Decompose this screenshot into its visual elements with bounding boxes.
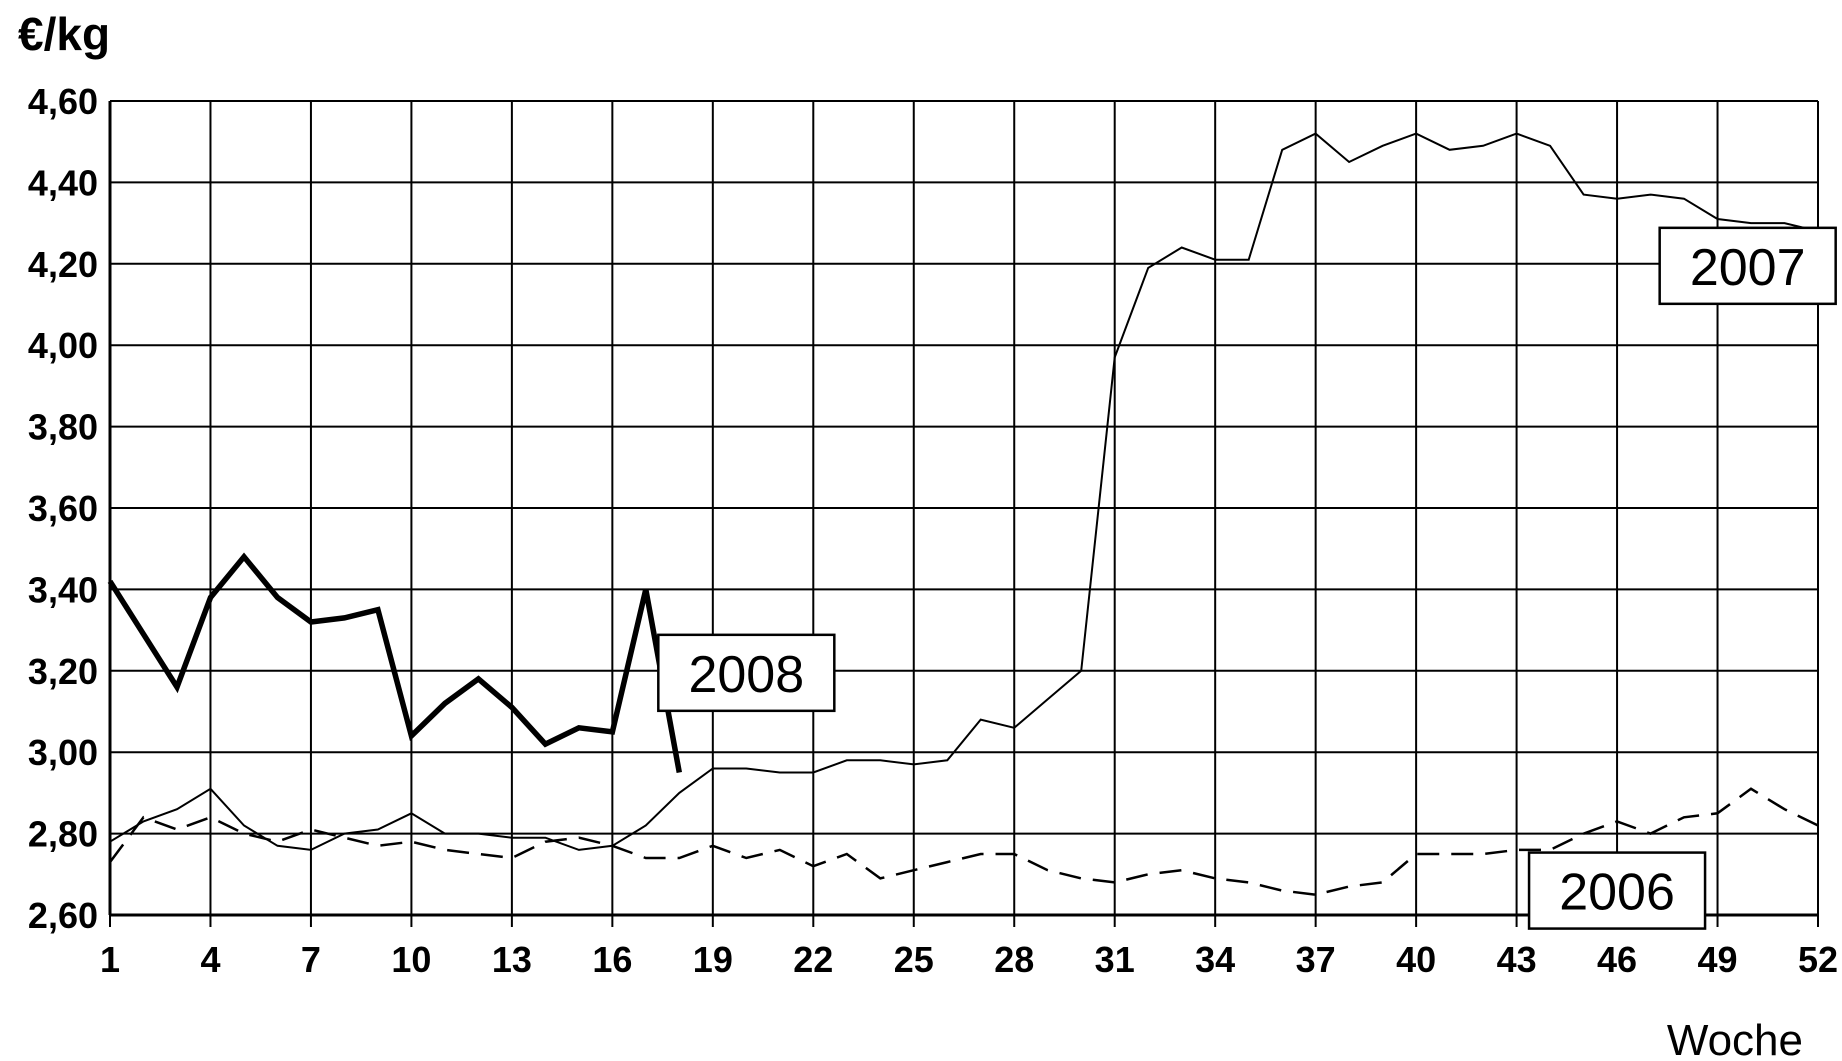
series-lines <box>107 132 1819 896</box>
y-tick-label: 4,40 <box>28 162 98 203</box>
series-label-box <box>1527 851 1707 930</box>
x-axis-label: Woche <box>1667 1016 1803 1061</box>
series-label-box <box>1658 226 1837 306</box>
y-tick-label: 2,60 <box>28 895 98 936</box>
x-tick-labels: 1 4 7 10 13 16 19 22 25 28 31 34 37 40 43 46 49 52 <box>100 939 1838 980</box>
grid <box>108 100 1819 927</box>
x-tick-label: 4 <box>200 939 220 980</box>
x-tick-label: 46 <box>1597 939 1637 980</box>
x-tick-label: 34 <box>1195 939 1235 980</box>
x-tick-label: 43 <box>1497 939 1537 980</box>
x-tick-label: 40 <box>1396 939 1436 980</box>
y-tick-label: 4,60 <box>28 81 98 122</box>
series-line-2008 <box>107 552 683 773</box>
y-tick-label: 3,80 <box>28 407 98 448</box>
x-tick-label: 28 <box>994 939 1034 980</box>
x-tick-label: 52 <box>1798 939 1838 980</box>
series-labels: 2008 2007 2006 <box>657 226 1837 930</box>
series-label-2006: 2006 <box>1527 851 1707 930</box>
x-tick-label: 22 <box>793 939 833 980</box>
series-label-2007: 2007 <box>1658 226 1837 306</box>
series-line-2006 <box>108 787 1819 896</box>
series-line-2007 <box>109 132 1819 851</box>
x-tick-label: 31 <box>1095 939 1135 980</box>
x-tick-label: 10 <box>391 939 431 980</box>
x-tick-label: 25 <box>894 939 934 980</box>
series-label-text: 2008 <box>688 646 804 704</box>
y-tick-label: 3,60 <box>28 488 98 529</box>
y-tick-label: 3,00 <box>28 732 98 773</box>
y-tick-labels: 2,60 2,80 3,00 3,20 3,40 3,60 3,80 4,00 4,20 4,40… <box>28 81 98 936</box>
x-tick-label: 1 <box>100 939 120 980</box>
x-tick-label: 16 <box>592 939 632 980</box>
series-label-2008: 2008 <box>657 633 836 713</box>
y-tick-label: 3,20 <box>28 651 98 692</box>
x-tick-label: 19 <box>693 939 733 980</box>
series-label-box <box>657 633 836 713</box>
series-label-text: 2007 <box>1690 239 1806 297</box>
x-tick-label: 13 <box>492 939 532 980</box>
x-tick-label: 49 <box>1698 939 1738 980</box>
series-label-text: 2006 <box>1559 864 1675 922</box>
y-axis-unit-label: €/kg <box>18 8 110 60</box>
y-tick-label: 2,80 <box>28 814 98 855</box>
x-tick-label: 37 <box>1296 939 1336 980</box>
y-tick-label: 3,40 <box>28 569 98 610</box>
y-tick-label: 4,20 <box>28 244 98 285</box>
y-tick-label: 4,00 <box>28 325 98 366</box>
x-tick-label: 7 <box>301 939 321 980</box>
